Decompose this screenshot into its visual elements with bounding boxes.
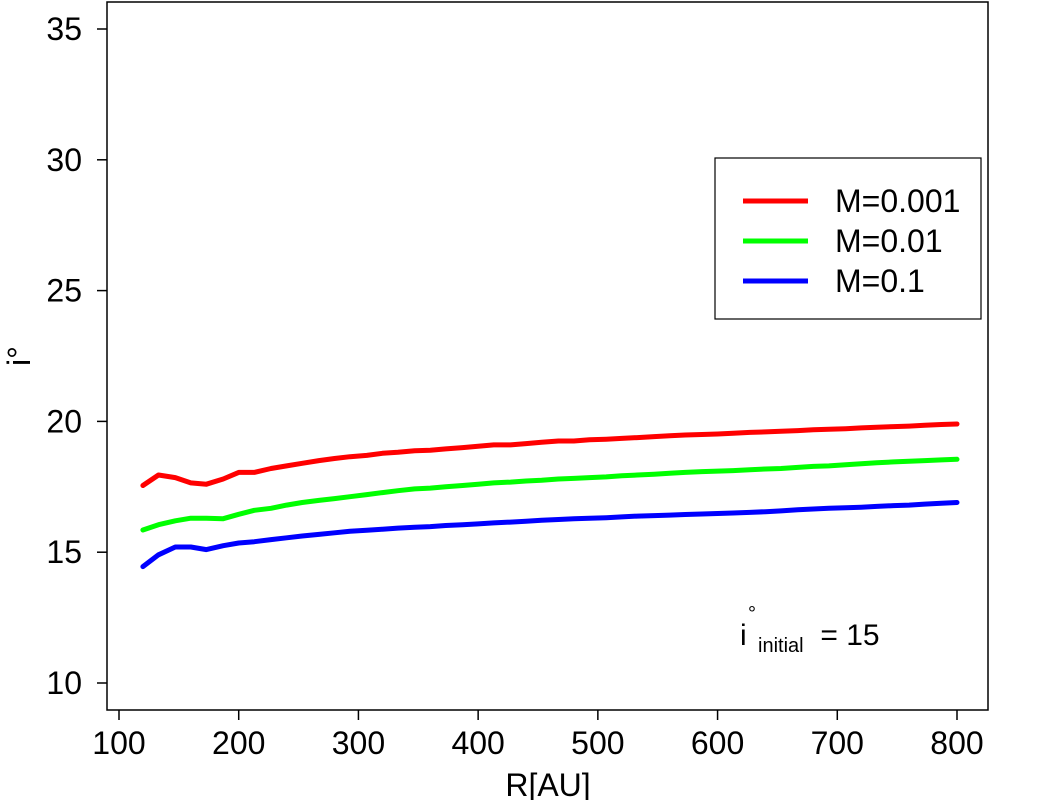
legend-label-m0001: M=0.001 — [835, 183, 960, 219]
y-tick-label: 35 — [46, 11, 82, 47]
x-axis-label: R[AU] — [505, 767, 590, 800]
y-tick-label: 10 — [46, 665, 82, 701]
x-tick-label: 200 — [212, 725, 265, 761]
x-tick-label: 700 — [811, 725, 864, 761]
series-line-0 — [140, 421, 960, 488]
y-tick-label: 25 — [46, 273, 82, 309]
y-tick-label: 20 — [46, 403, 82, 439]
legend-label-m001: M=0.01 — [835, 223, 943, 259]
x-tick-label: 400 — [451, 725, 504, 761]
annotation-subscript: initial — [758, 635, 804, 657]
y-tick-label: 30 — [46, 142, 82, 178]
legend: M=0.001 M=0.01 M=0.1 — [714, 157, 982, 320]
y-tick-label: 15 — [46, 534, 82, 570]
x-tick-label: 800 — [930, 725, 983, 761]
annotation-base: i — [740, 619, 747, 652]
series-lines — [140, 421, 960, 570]
x-tick-label: 100 — [92, 725, 145, 761]
y-axis-ticks: 10 15 20 25 30 35 — [46, 11, 107, 701]
legend-label-m01: M=0.1 — [835, 263, 925, 299]
series-line-2 — [140, 500, 960, 570]
plot-frame — [106, 1, 989, 711]
initial-inclination-annotation: i ° initial = 15 — [740, 603, 880, 657]
x-tick-label: 600 — [691, 725, 744, 761]
x-tick-label: 500 — [571, 725, 624, 761]
x-axis-ticks: 100 200 300 400 500 600 700 800 — [92, 710, 984, 761]
annotation-value: = 15 — [812, 619, 880, 652]
series-line-1 — [140, 456, 960, 533]
y-axis-label: i° — [1, 346, 37, 366]
annotation-superscript: ° — [748, 603, 756, 625]
x-tick-label: 300 — [332, 725, 385, 761]
